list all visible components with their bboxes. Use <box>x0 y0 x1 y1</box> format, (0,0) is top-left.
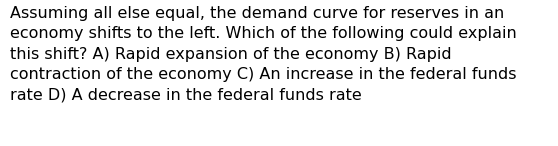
Text: Assuming all else equal, the demand curve for reserves in an
economy shifts to t: Assuming all else equal, the demand curv… <box>10 6 517 102</box>
